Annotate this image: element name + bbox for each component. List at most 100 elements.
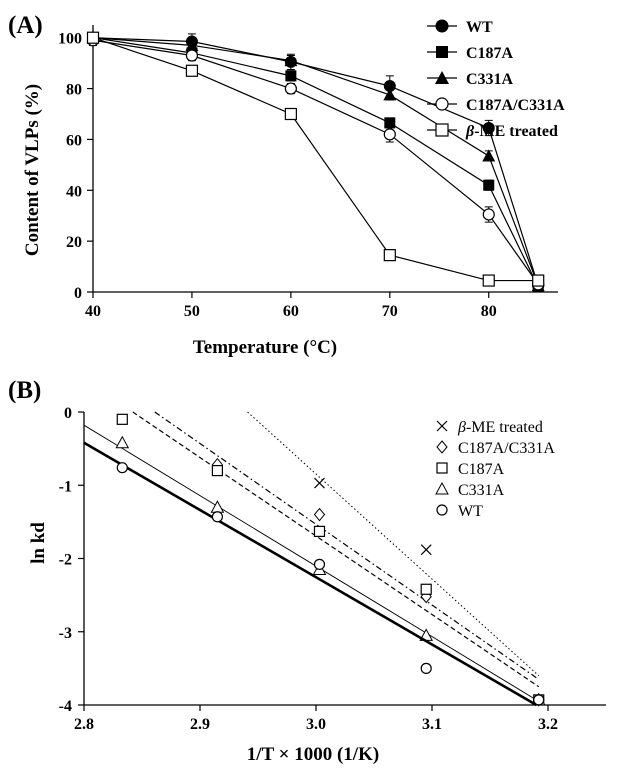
legend-marker-me-treated	[436, 420, 448, 432]
panel-a-ytick-label: 80	[66, 82, 82, 99]
fit-line-me-treated	[247, 411, 540, 677]
legend-label-c187a-c331a: C187A/C331A	[458, 440, 555, 457]
data-point-c187a-c331a	[383, 128, 396, 141]
legend-label-me-treated: β-ME treated	[457, 419, 543, 436]
fit-line-wt	[83, 441, 538, 707]
panel-a-xtick-label: 70	[382, 303, 398, 320]
panel-a-xtick-label: 50	[184, 303, 200, 320]
fit-series-c187a	[116, 411, 545, 706]
data-point-me-treated	[482, 274, 495, 287]
panel-a-ytick-label: 60	[66, 132, 82, 149]
chart-panel-a: (A) 0 20 40 60 80 100 40 50 60 70 80 Content of VL…	[8, 12, 565, 358]
legend-marker-me-treated	[435, 123, 449, 137]
panel-b-xtick-label: 3.2	[538, 716, 558, 733]
panel-label-b: (B)	[8, 377, 41, 404]
legend-label-me-treated: β-ME treated	[465, 123, 558, 140]
legend-label-symbol: β	[465, 123, 475, 140]
legend-marker-wt	[436, 504, 448, 516]
data-point-me-treated	[86, 31, 100, 44]
panel-b-ylabel: ln kd	[28, 522, 49, 564]
data-point-wt	[313, 558, 326, 570]
data-point-me-treated	[185, 64, 199, 77]
data-point-wt	[533, 694, 545, 706]
data-point-c187a	[116, 413, 128, 425]
legend-label-wt: WT	[466, 19, 493, 36]
data-point-c331a	[482, 149, 496, 162]
legend-label-c187a-c331a: C187A/C331A	[466, 97, 565, 114]
panel-a-ytick-label: 40	[66, 183, 82, 200]
series-line-me-treated	[92, 37, 539, 282]
legend-label-wt: WT	[458, 503, 483, 520]
panel-b-ytick-label: -1	[59, 478, 72, 495]
legend-label-c331a: C331A	[458, 482, 505, 499]
panel-b-ytick-label: 0	[64, 405, 72, 422]
data-point-me-treated	[314, 477, 325, 489]
data-point-c187a	[211, 465, 223, 477]
panel-b-xtick-label: 2.9	[190, 716, 210, 733]
panel-a-ytick-label: 20	[66, 234, 82, 251]
panel-label-a: (A)	[8, 12, 43, 39]
data-point-me-treated	[532, 274, 545, 287]
series-line-c187a	[92, 37, 539, 288]
panel-a-xlabel: Temperature (°C)	[193, 337, 337, 358]
fit-line-c187a-c331a	[154, 411, 540, 680]
panel-b-xtick-label: 3.0	[306, 716, 326, 733]
panel-b-legend: β-ME treated C187A/C331A C187A C331A WT	[435, 419, 555, 520]
series-me-treated	[86, 31, 545, 287]
series-line-c331a	[92, 37, 539, 286]
data-point-c187a	[384, 117, 396, 129]
panel-b-ytick-label: -2	[59, 552, 72, 569]
data-point-wt	[116, 462, 128, 474]
panel-a-ytick-label: 0	[74, 285, 82, 302]
data-point-c331a	[210, 500, 225, 513]
legend-marker-c187a	[436, 462, 448, 474]
data-point-wt	[211, 511, 223, 523]
panel-b-plot: 0 -1 -2 -3 -42.8 2.9 3.0 3.1 3.2	[59, 405, 606, 733]
panel-a-xtick-label: 40	[85, 303, 101, 320]
legend-marker-c331a	[435, 71, 449, 84]
panel-a-plot: 0 20 40 60 80 100 40 50 60 70 80	[58, 25, 558, 320]
data-point-c187a-c331a	[185, 49, 199, 62]
panel-b-ytick-label: -3	[59, 625, 72, 642]
fit-line-c331a	[83, 424, 539, 702]
legend-marker-c187a-c331a	[435, 97, 449, 111]
data-point-c331a	[185, 38, 199, 51]
series-line-c187a-c331a	[92, 39, 539, 285]
panel-b-xlabel: 1/T × 1000 (1/K)	[247, 744, 379, 765]
panel-b-ytick-label: -4	[59, 698, 72, 715]
data-point-c331a	[284, 54, 298, 67]
data-point-c331a	[115, 435, 130, 449]
data-point-wt	[420, 662, 432, 674]
panel-a-ylabel: Content of VLPs (%)	[22, 84, 43, 256]
data-point-c187a	[483, 179, 495, 191]
fit-series-wt	[83, 441, 545, 707]
data-point-c187a-c331a	[313, 507, 326, 522]
chart-panel-b: (B) 0 -1 -2 -3 -42.8 2.9 3.0 3.1 3.2 ln kd 1/T ×…	[8, 377, 606, 765]
data-point-c331a	[383, 88, 397, 101]
data-point-me-treated	[284, 107, 297, 121]
data-point-c187a	[420, 583, 432, 595]
data-point-wt	[482, 121, 495, 134]
data-point-c187a-c331a	[284, 82, 297, 95]
data-point-me-treated	[383, 249, 396, 262]
data-point-me-treated	[420, 544, 432, 556]
panel-a-legend: WT C187A C331A C187A/C331A β-ME treated	[427, 19, 565, 140]
data-point-c187a-c331a	[482, 208, 495, 221]
panel-a-ytick-label: 100	[58, 31, 82, 48]
panel-a-xtick-label: 80	[481, 303, 497, 320]
panel-b-xtick-label: 2.8	[74, 716, 94, 733]
legend-marker-c331a	[435, 481, 449, 495]
data-point-c187a	[285, 70, 297, 82]
series-line-wt	[92, 37, 539, 286]
panel-b-xtick-label: 3.1	[422, 716, 442, 733]
legend-marker-c187a	[436, 46, 448, 58]
legend-marker-c187a-c331a	[436, 440, 448, 454]
legend-label-c187a: C187A	[458, 461, 505, 478]
legend-label-rest: -ME treated	[474, 123, 558, 140]
fit-line-c187a	[132, 411, 540, 688]
panel-a-xtick-label: 60	[283, 303, 299, 320]
legend-marker-wt	[435, 19, 449, 33]
legend-label-c331a: C331A	[466, 71, 514, 88]
legend-label-c187a: C187A	[466, 45, 514, 62]
